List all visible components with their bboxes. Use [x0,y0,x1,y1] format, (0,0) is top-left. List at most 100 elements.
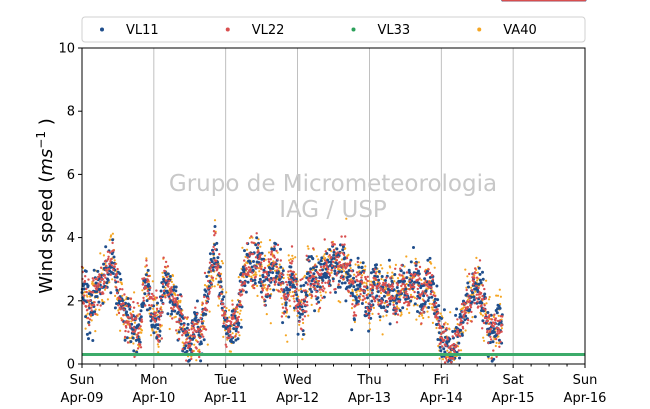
data-point-vl22 [162,289,166,293]
data-point-vl22 [92,303,96,307]
data-point-vl11 [84,269,88,273]
data-point-vl11 [102,262,106,266]
data-point-vl22 [298,301,301,304]
data-point-va40 [277,267,280,270]
data-point-vl11 [395,301,399,305]
data-point-vl22 [404,285,407,288]
data-point-vl22 [481,284,485,287]
data-point-vl22 [237,331,240,334]
data-point-va40 [298,323,301,326]
data-point-vl11 [368,294,372,297]
data-point-vl22 [358,280,361,283]
data-point-va40 [108,238,112,241]
data-point-vl11 [95,295,99,298]
data-point-va40 [168,327,171,331]
data-point-vl22 [239,300,242,303]
data-point-vl22 [205,301,208,305]
data-point-vl11 [174,289,178,293]
data-point-va40 [467,298,470,301]
data-point-vl22 [378,282,381,285]
data-point-vl22 [278,276,282,279]
data-point-vl22 [233,311,236,314]
data-point-vl22 [442,323,446,326]
data-point-vl11 [143,292,147,296]
data-point-vl22 [331,264,334,267]
data-point-vl22 [116,280,120,283]
data-point-va40 [322,255,325,258]
data-point-vl22 [406,293,409,296]
data-point-vl22 [164,296,167,299]
data-point-vl22 [456,328,459,331]
data-point-vl11 [396,289,400,293]
data-point-vl22 [273,283,277,286]
data-point-va40 [395,289,398,293]
data-point-vl11 [366,296,369,300]
data-point-vl11 [439,349,443,353]
data-point-va40 [497,335,500,338]
data-point-vl22 [478,259,482,262]
data-point-vl11 [241,265,245,269]
data-point-va40 [475,256,478,259]
data-point-vl22 [478,296,481,299]
data-point-va40 [255,273,258,276]
data-point-vl22 [150,304,153,307]
data-point-vl22 [169,288,172,292]
data-point-vl22 [231,303,234,306]
data-point-va40 [403,265,406,268]
data-point-vl11 [477,266,481,270]
data-point-vl11 [360,302,364,305]
data-point-vl11 [295,293,299,297]
data-point-vl22 [460,323,463,326]
data-point-vl11 [289,265,293,269]
data-point-vl22 [468,272,471,276]
data-point-vl11 [195,299,199,303]
data-point-vl22 [141,277,144,280]
data-point-va40 [113,259,116,262]
data-point-vl22 [98,290,101,294]
data-point-vl22 [366,279,369,283]
data-point-va40 [294,256,297,259]
data-point-va40 [207,274,210,277]
data-point-vl11 [384,279,387,282]
data-point-vl22 [195,347,198,350]
data-point-va40 [90,319,93,322]
data-point-vl11 [496,307,500,311]
data-point-vl22 [429,292,432,296]
data-point-vl11 [495,311,499,315]
data-point-vl22 [497,329,501,332]
data-point-va40 [267,251,271,254]
data-point-va40 [379,319,382,322]
data-point-vl22 [259,261,263,264]
data-point-va40 [340,258,343,261]
data-point-vl22 [392,312,395,315]
data-point-vl22 [119,298,122,301]
data-point-va40 [133,321,136,324]
data-point-va40 [446,323,449,326]
data-point-vl11 [445,342,449,345]
data-point-vl22 [128,324,131,327]
data-point-vl22 [249,268,252,271]
data-point-va40 [225,291,228,294]
data-point-vl22 [226,336,229,339]
data-point-va40 [368,322,371,325]
data-point-vl22 [583,0,587,2]
data-point-vl22 [105,264,108,268]
data-point-vl22 [317,279,321,283]
data-point-vl22 [102,282,106,285]
data-point-vl22 [189,339,192,342]
data-point-vl22 [459,335,462,338]
data-point-vl22 [434,314,437,317]
data-point-vl22 [370,291,373,295]
data-point-vl11 [145,308,149,312]
data-point-vl11 [170,312,173,316]
data-point-vl22 [342,253,346,257]
data-point-vl11 [435,284,439,288]
data-point-vl22 [248,252,251,255]
data-point-vl22 [103,280,106,283]
data-point-vl22 [275,280,278,284]
data-point-vl22 [443,339,446,342]
data-point-vl11 [302,333,305,336]
data-point-vl22 [83,294,86,297]
data-point-vl22 [317,282,320,286]
data-point-vl22 [476,300,479,303]
